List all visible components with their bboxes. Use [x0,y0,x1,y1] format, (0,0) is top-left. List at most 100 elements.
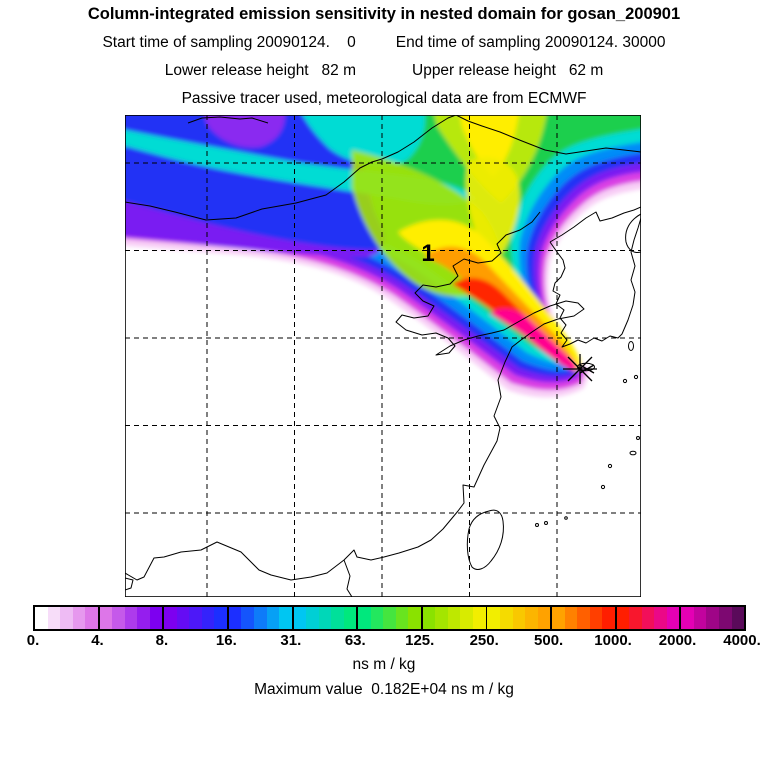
colorbar-step [552,607,565,629]
colorbar-step [719,607,732,629]
colorbar-tick-labels: 0. 4. 8. 16. 31. 63. 125. 250. 500. 1000. 2000. 400… [27,632,761,650]
colorbar-segment [164,607,229,629]
colorbar-tick-label: 250. [469,632,499,649]
colorbar-step [666,607,680,629]
taiwan-island [466,509,504,570]
colorbar-step [201,607,215,629]
colorbar-step [537,607,551,629]
colorbar-segment [358,607,423,629]
colorbar-step [472,607,486,629]
colorbar-segment [293,607,359,629]
colorbar-tick-label: 4. [91,632,104,649]
max-value-line: Maximum value 0.182E+04 ns m / kg [254,681,514,698]
colorbar-step [487,607,501,629]
colorbar-segment [422,607,488,629]
colorbar-step [435,607,448,629]
colorbar-step [422,607,436,629]
colorbar-step [72,607,86,629]
ryukyu-island [629,450,637,456]
lower-release-text: Lower release height 82 m [164,62,356,79]
korea-north-border [549,206,641,243]
colorbar-step [279,607,292,629]
colorbar-step [358,607,371,629]
colorbar-step [228,607,242,629]
colorbar-step [641,607,655,629]
emission-plume [125,115,641,398]
colorbar-step [512,607,526,629]
colorbar-step [654,607,667,629]
colorbar-step [602,607,615,629]
colorbar-step [176,607,190,629]
colorbar-tick-label: 500. [534,632,564,649]
colorbar-segment [99,607,165,629]
colorbar-step [383,607,396,629]
small-island [535,523,539,527]
sensitivity-map: 1 [124,114,642,598]
colorbar-step [564,607,578,629]
colorbar-tick-label: 125. [405,632,435,649]
colorbar-step [318,607,332,629]
colorbar-step [460,607,473,629]
colorbar-units: ns m / kg [352,656,416,673]
colorbar-step [370,607,384,629]
small-island [622,378,628,384]
colorbar-tick-label: 8. [155,632,169,649]
colorbar-segment [552,607,617,629]
korea-coast [549,217,641,348]
colorbar-step [124,607,138,629]
colorbar-segment [681,607,745,629]
colorbar-step [331,607,344,629]
ryukyu-island [607,463,613,469]
colorbar-step [35,607,48,629]
colorbar-step [99,607,113,629]
ryukyu-island [600,484,606,490]
colorbar-step [306,607,319,629]
northern-border-line [125,115,641,221]
small-island [544,521,548,525]
colorbar-step [629,607,642,629]
colorbar-step [266,607,280,629]
colorbar-step [447,607,461,629]
tracer-note-line: Passive tracer used, meteorological data… [181,90,587,107]
colorbar-step [253,607,267,629]
border-branch-south [343,559,353,597]
upper-release-text: Upper release height 62 m [412,62,604,79]
colorbar-step [500,607,513,629]
bohai-liaodong-coast [125,211,585,581]
colorbar-step [706,607,719,629]
colorbar-step [731,607,745,629]
colorbar-tick-label: 0. [26,632,40,649]
colorbar-tick-label: 63. [344,632,366,649]
end-time-text: End time of sampling 20090124. 30000 [395,34,666,51]
colorbar-step [112,607,125,629]
latlon-grid [125,115,641,597]
map-panel: 1 [124,114,642,598]
colorbar-tick-label: 16. [215,632,237,649]
colorbar-step [693,607,707,629]
colorbar-step [408,607,421,629]
colorbar [33,605,746,631]
release-heights-line: Lower release height 82 m Upper release … [0,62,768,80]
colorbar-step [60,607,73,629]
colorbar-step [395,607,409,629]
colorbar-step [47,607,61,629]
start-time-text: Start time of sampling 20090124. 0 [102,34,356,51]
small-island [633,374,639,380]
colorbar-step [293,607,307,629]
border-segment-top [187,116,269,124]
japan-coast-fragment [625,213,641,253]
gosan-receptor-marker-icon [563,354,597,384]
colorbar-step [577,607,590,629]
plume-region-label: 1 [421,240,434,267]
small-island [564,516,568,520]
sampling-times-line: Start time of sampling 20090124. 0 End t… [0,34,768,52]
figure-title: Column-integrated emission sensitivity i… [87,5,681,23]
colorbar-tick-label: 4000. [723,632,761,649]
colorbar-step [164,607,177,629]
colorbar-step [681,607,694,629]
colorbar-segment [616,607,682,629]
colorbar-step [137,607,150,629]
colorbar-segment [228,607,294,629]
colorbar-tick-label: 31. [280,632,302,649]
colorbar-segment [487,607,553,629]
